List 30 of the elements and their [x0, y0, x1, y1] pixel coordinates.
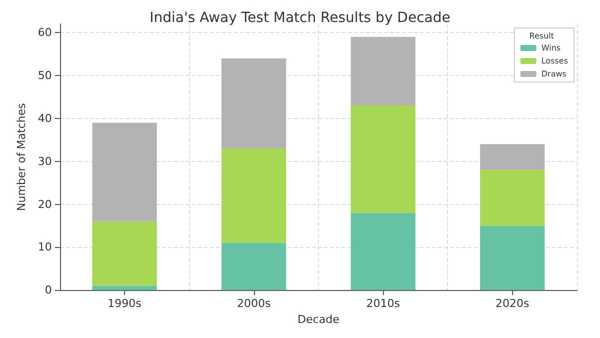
bar: [221, 242, 286, 290]
bar: [350, 106, 416, 213]
y-axis-title: Number of Matches: [15, 102, 28, 211]
bar: [350, 36, 416, 106]
legend-title: Result: [529, 32, 554, 40]
bar: [92, 221, 157, 286]
bar: [480, 170, 545, 226]
x-tick-label: 2020s: [495, 297, 530, 310]
legend-label: Losses: [541, 56, 568, 66]
x-tick-label: 1990s: [108, 297, 142, 310]
bar: [350, 212, 416, 290]
legend-label: Wins: [541, 44, 561, 52]
y-tick-label: 30: [38, 154, 52, 168]
x-axis-title: Decade: [298, 313, 340, 326]
y-tick-label: 40: [38, 112, 52, 125]
bar: [92, 286, 157, 290]
chart-title: India's Away Test Match Results by Decade: [150, 10, 450, 26]
bar: [480, 226, 545, 290]
y-tick-label: 50: [38, 69, 52, 82]
x-tick-label: 2010s: [366, 297, 400, 310]
legend-label: Draws: [541, 70, 566, 78]
bar: [221, 148, 286, 243]
bar: [92, 122, 157, 222]
x-tick-label: 2000s: [236, 297, 271, 310]
bar: [221, 58, 286, 148]
y-tick-label: 20: [38, 198, 52, 211]
y-tick-label: 60: [38, 26, 52, 40]
y-tick-label: 0: [44, 284, 52, 297]
y-tick-label: 10: [38, 240, 52, 254]
bar: [480, 144, 545, 170]
